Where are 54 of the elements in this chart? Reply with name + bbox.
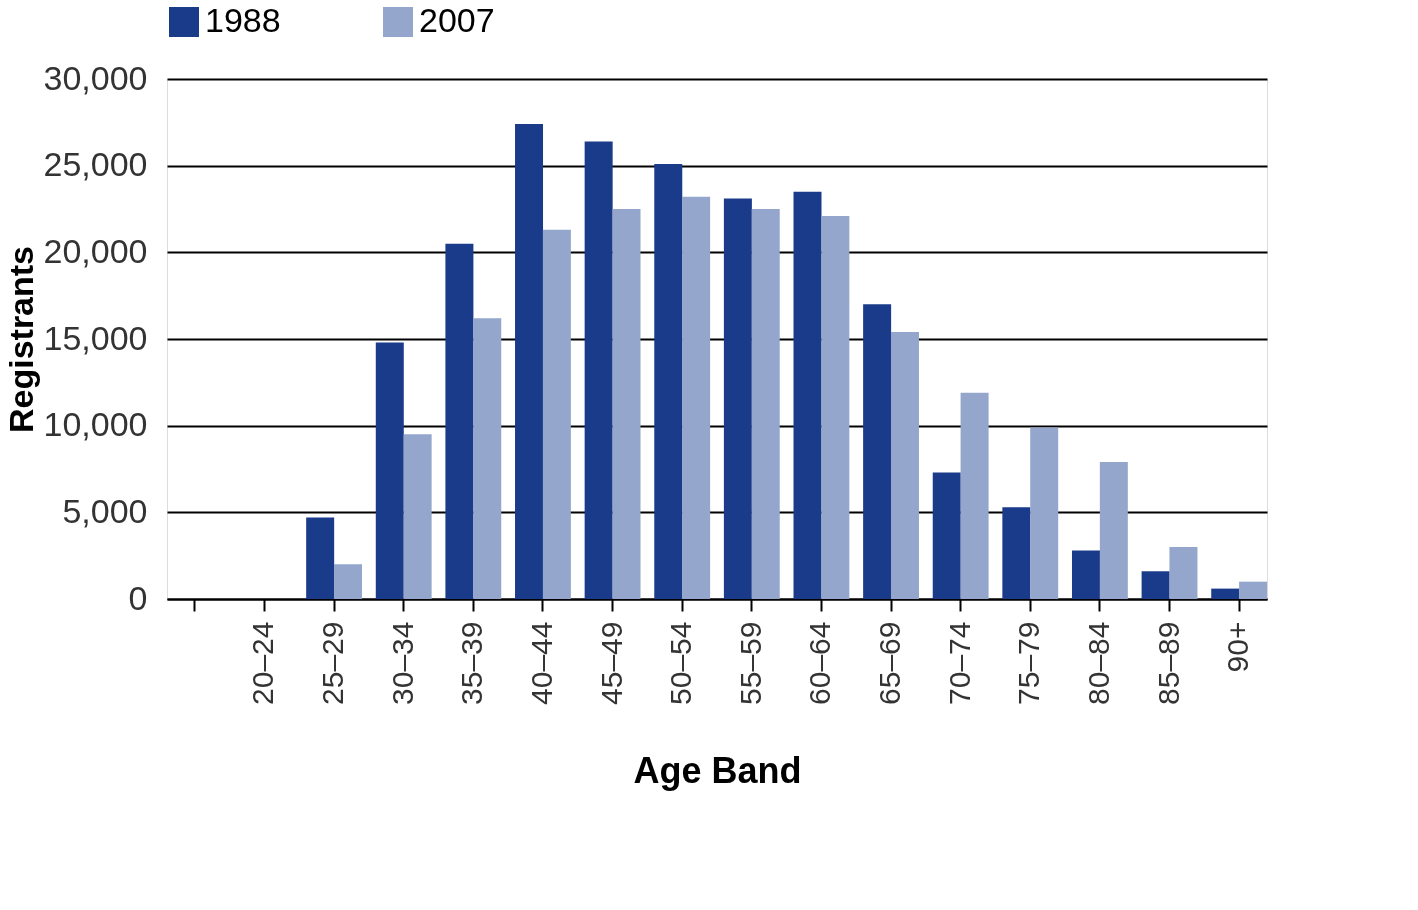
y-tick-label: 0 — [128, 578, 148, 617]
y-tick-label: 30,000 — [43, 58, 148, 97]
x-tick-label: 35–39 — [455, 621, 489, 705]
bar — [542, 229, 571, 599]
x-tick-label: 20–24 — [246, 621, 280, 705]
bar — [1169, 547, 1198, 599]
x-tick-label: 30–34 — [385, 621, 419, 705]
bar — [1071, 550, 1100, 599]
x-tick-label: 45–49 — [594, 621, 628, 705]
bar — [445, 243, 474, 599]
bar — [821, 215, 850, 599]
y-tick-label: 20,000 — [43, 231, 148, 270]
y-axis-title: Registrants — [1, 245, 40, 434]
x-tick-label: 85–89 — [1151, 621, 1185, 705]
bar — [1099, 462, 1128, 599]
bar — [1211, 588, 1240, 599]
bar — [306, 517, 335, 599]
bar — [751, 209, 780, 599]
bar — [1239, 581, 1268, 599]
bar — [932, 472, 961, 599]
x-tick-label: 70–74 — [942, 621, 976, 705]
bar — [473, 318, 502, 599]
y-tick-label: 10,000 — [43, 405, 148, 444]
x-tick-label: 60–64 — [803, 621, 837, 705]
bar — [1030, 427, 1059, 599]
bar — [334, 564, 363, 599]
x-tick-label: 65–69 — [873, 621, 907, 705]
y-tick-label: 5,000 — [62, 491, 148, 530]
bar — [1002, 507, 1031, 599]
bar — [403, 434, 432, 599]
x-tick-label: 90+ — [1221, 621, 1255, 673]
bar — [515, 124, 544, 599]
bar — [793, 191, 822, 599]
bar — [612, 209, 641, 599]
x-tick-label: 75–79 — [1012, 621, 1046, 705]
legend-label: 1988 — [205, 1, 281, 39]
x-tick-label: 50–54 — [664, 621, 698, 705]
legend-label: 2007 — [419, 1, 495, 39]
bar — [960, 392, 989, 599]
bar — [584, 141, 613, 599]
x-axis-title: Age Band — [633, 749, 802, 791]
bar — [863, 304, 892, 599]
bar — [375, 342, 404, 599]
bar — [1141, 571, 1170, 599]
bar — [723, 198, 752, 599]
y-tick-label: 25,000 — [43, 145, 148, 184]
bar — [682, 196, 711, 599]
x-tick-label: 40–44 — [524, 621, 558, 705]
x-tick-label: 80–84 — [1081, 621, 1115, 705]
y-tick-label: 15,000 — [43, 318, 148, 357]
x-tick-label: 55–59 — [733, 621, 767, 705]
bar — [654, 163, 683, 599]
x-tick-label: 25–29 — [316, 621, 350, 705]
bar — [890, 332, 919, 599]
